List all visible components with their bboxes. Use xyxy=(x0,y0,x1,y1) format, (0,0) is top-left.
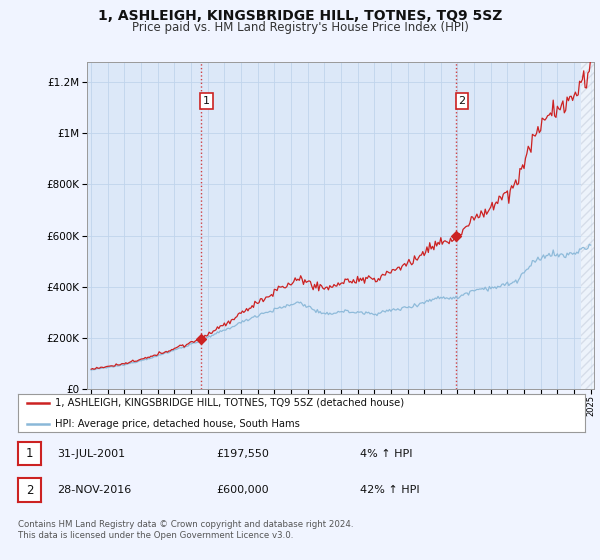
Text: 2: 2 xyxy=(26,483,33,497)
Bar xyxy=(581,62,594,389)
Text: Price paid vs. HM Land Registry's House Price Index (HPI): Price paid vs. HM Land Registry's House … xyxy=(131,21,469,34)
Text: £600,000: £600,000 xyxy=(216,485,269,495)
Text: HPI: Average price, detached house, South Hams: HPI: Average price, detached house, Sout… xyxy=(55,419,300,429)
Text: 28-NOV-2016: 28-NOV-2016 xyxy=(57,485,131,495)
Point xyxy=(196,334,206,343)
Point xyxy=(451,231,461,240)
Text: 1, ASHLEIGH, KINGSBRIDGE HILL, TOTNES, TQ9 5SZ: 1, ASHLEIGH, KINGSBRIDGE HILL, TOTNES, T… xyxy=(98,9,502,23)
Text: 4% ↑ HPI: 4% ↑ HPI xyxy=(360,449,413,459)
Text: 1: 1 xyxy=(26,447,33,460)
Text: Contains HM Land Registry data © Crown copyright and database right 2024.
This d: Contains HM Land Registry data © Crown c… xyxy=(18,520,353,540)
Text: 2: 2 xyxy=(458,96,466,106)
Text: 42% ↑ HPI: 42% ↑ HPI xyxy=(360,485,419,495)
Text: 1, ASHLEIGH, KINGSBRIDGE HILL, TOTNES, TQ9 5SZ (detached house): 1, ASHLEIGH, KINGSBRIDGE HILL, TOTNES, T… xyxy=(55,398,404,408)
Text: £197,550: £197,550 xyxy=(216,449,269,459)
Bar xyxy=(581,57,594,389)
Text: 31-JUL-2001: 31-JUL-2001 xyxy=(57,449,125,459)
Text: 1: 1 xyxy=(203,96,210,106)
